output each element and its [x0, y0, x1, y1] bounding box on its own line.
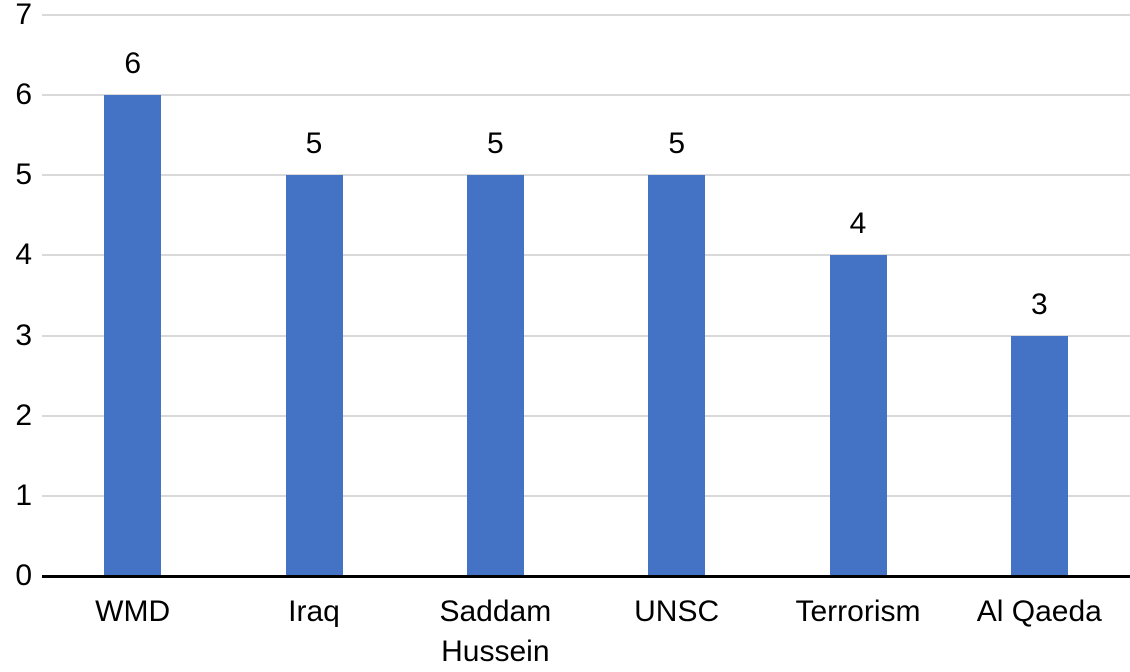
bar-value-label: 4: [849, 207, 867, 241]
category-label: UNSC: [634, 595, 720, 628]
category-label: Terrorism: [795, 595, 921, 628]
category-label: Iraq: [288, 595, 340, 628]
y-tick-label: 4: [15, 238, 32, 272]
bar-iraq: [285, 175, 343, 576]
bar-value-label: 3: [1030, 287, 1048, 321]
bar-value-label: 5: [668, 127, 685, 161]
y-tick-label: 1: [15, 478, 32, 512]
bar-value-label: 5: [305, 127, 323, 161]
y-tick-label: 2: [15, 398, 32, 432]
bar-terrorism: [829, 255, 887, 576]
bar-wmd: [104, 95, 162, 576]
bar-unsc: [648, 175, 706, 576]
bar-value-label: 6: [124, 47, 141, 81]
gridline: [42, 254, 1130, 257]
bar-saddam-hussein: [466, 175, 524, 576]
gridline: [42, 174, 1130, 177]
y-tick-label: 6: [15, 78, 32, 112]
gridline: [42, 494, 1130, 497]
bar-al-qaeda: [1010, 335, 1068, 576]
x-axis-line: [42, 575, 1130, 578]
category-label: Al Qaeda: [976, 595, 1102, 628]
gridline: [42, 334, 1130, 337]
category-label: Saddam Hussein: [439, 595, 552, 668]
gridline: [42, 14, 1130, 16]
gridline: [42, 414, 1130, 417]
y-tick-label: 3: [15, 318, 32, 352]
category-label: WMD: [95, 595, 171, 628]
bar-value-label: 5: [486, 127, 504, 161]
y-tick-label: 0: [15, 559, 32, 592]
y-tick-label: 5: [15, 158, 32, 192]
gridline: [42, 94, 1130, 97]
y-tick-label: 7: [15, 0, 32, 31]
